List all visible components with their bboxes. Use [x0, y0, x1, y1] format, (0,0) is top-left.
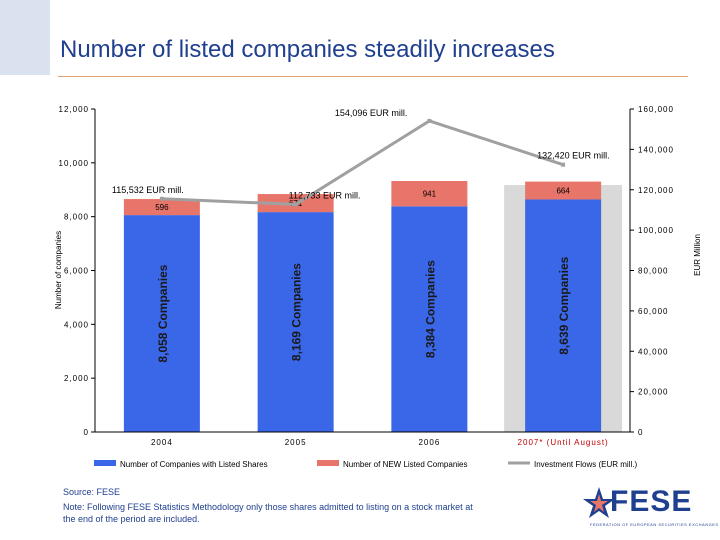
investment-point [159, 196, 164, 201]
investment-label: 112,733 EUR mill. [289, 190, 361, 200]
left-tick-label: 0 [84, 428, 89, 437]
slide-title: Number of listed companies steadily incr… [60, 36, 555, 63]
bar-listed-companies [525, 199, 602, 432]
corner-accent [0, 0, 50, 75]
investment-label: 115,532 EUR mill. [112, 185, 184, 195]
right-tick-label: 40,000 [638, 347, 668, 356]
bar-new-listed [123, 199, 200, 216]
listed-companies-label: 8,058 Companies [156, 264, 170, 362]
investment-label: 132,420 EUR mill. [537, 151, 610, 161]
right-tick-label: 100,000 [638, 226, 674, 235]
investment-point [561, 162, 566, 167]
category-label: 2007* (Until August) [518, 438, 609, 447]
legend-label: Number of NEW Listed Companies [343, 460, 468, 469]
left-tick-label: 2,000 [64, 374, 89, 383]
left-tick-label: 10,000 [59, 159, 89, 168]
listed-companies-label: 8,169 Companies [290, 263, 304, 361]
right-axis-title: EUR Million [693, 234, 702, 276]
left-axis-title: Number of companies [54, 231, 63, 309]
listed-companies-label: 8,639 Companies [557, 256, 571, 354]
right-tick-label: 160,000 [638, 105, 674, 114]
source-note: Source: FESE [63, 487, 121, 497]
bar-new-listed [391, 181, 468, 207]
right-tick-label: 80,000 [638, 267, 668, 276]
legend-label: Number of Companies with Listed Shares [120, 460, 268, 469]
bar-listed-companies [257, 212, 334, 432]
new-listed-label: 596 [155, 203, 169, 212]
legend-swatch [317, 460, 339, 466]
category-label: 2005 [285, 438, 307, 447]
legend-label: Investment Flows (EUR mill.) [534, 460, 637, 469]
investment-label: 154,096 EUR mill. [335, 108, 408, 118]
bar-listed-companies [123, 215, 200, 432]
title-divider [58, 76, 688, 77]
right-tick-label: 0 [638, 428, 643, 437]
logo-wordmark: FESE [610, 485, 693, 518]
category-label: 2004 [151, 438, 173, 447]
bar-listed-companies [391, 206, 468, 432]
right-tick-label: 120,000 [638, 186, 674, 195]
legend-swatch [94, 460, 116, 466]
investment-line [161, 119, 564, 206]
category-label: 2006 [418, 438, 440, 447]
investment-point [427, 118, 432, 123]
fese-logo: FESE FEDERATION OF EUROPEAN SECURITIES E… [582, 485, 718, 530]
left-tick-label: 6,000 [64, 267, 89, 276]
new-listed-label: 941 [423, 190, 437, 199]
right-tick-label: 20,000 [638, 388, 668, 397]
left-tick-label: 12,000 [59, 105, 89, 114]
right-tick-label: 140,000 [638, 145, 674, 154]
left-tick-label: 4,000 [64, 320, 89, 329]
star-icon [583, 487, 615, 518]
left-tick-label: 8,000 [64, 213, 89, 222]
methodology-note: Note: Following FESE Statistics Methodol… [63, 502, 473, 524]
listed-companies-label: 8,384 Companies [423, 260, 437, 358]
logo-subtext: FEDERATION OF EUROPEAN SECURITIES EXCHAN… [590, 522, 719, 527]
investment-point [293, 202, 298, 207]
right-tick-label: 60,000 [638, 307, 668, 316]
new-listed-label: 664 [556, 187, 570, 196]
bar-new-listed [525, 181, 602, 200]
